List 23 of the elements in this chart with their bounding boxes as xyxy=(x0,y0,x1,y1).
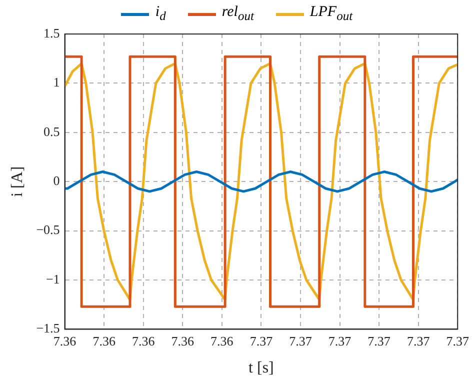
x-tick-label: 7.37 xyxy=(250,333,274,348)
y-tick-label: 0 xyxy=(53,173,60,188)
x-tick-label: 7.36 xyxy=(171,333,195,348)
y-tick-label: −1.5 xyxy=(36,320,60,336)
legend-label: i$_{d}$ xyxy=(155,4,166,24)
x-tick-label: 7.37 xyxy=(368,333,391,348)
y-tick-label: 0.5 xyxy=(44,124,60,139)
x-tick-label: 7.37 xyxy=(446,333,470,348)
y-axis-title: i [A] xyxy=(8,166,26,197)
x-tick-label: 7.37 xyxy=(289,333,312,348)
x-tick-label: 7.36 xyxy=(132,333,156,348)
y-tick-label: −0.5 xyxy=(36,222,60,238)
x-tick-label: 7.36 xyxy=(53,333,77,348)
y-tick-label: −1 xyxy=(46,271,60,286)
x-tick-label: 7.37 xyxy=(406,333,430,348)
y-tick-label: 1.5 xyxy=(44,25,60,40)
legend-label: rel$_{out}$ xyxy=(222,4,254,24)
y-tick-label: 1 xyxy=(53,74,60,90)
x-tick-label: 7.36 xyxy=(92,333,116,348)
x-tick-label: 7.36 xyxy=(210,333,234,348)
x-axis-title: t [s] xyxy=(248,360,274,377)
x-tick-label: 7.37 xyxy=(328,333,352,348)
legend-label: LPF$_{out}$ xyxy=(310,4,353,24)
